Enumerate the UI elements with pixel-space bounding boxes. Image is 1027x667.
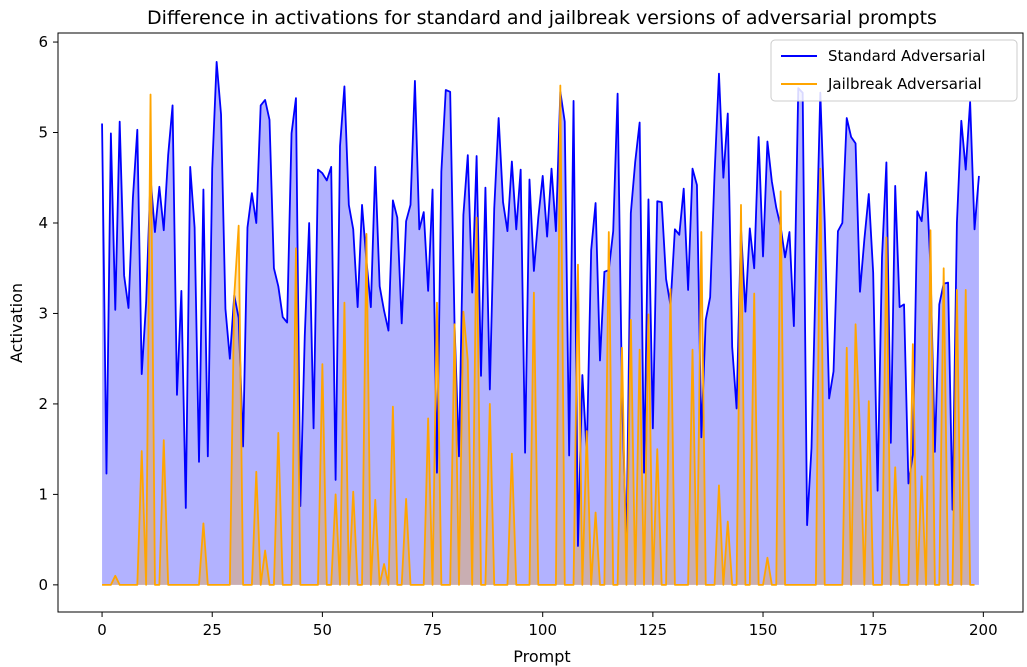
x-tick-label: 25 bbox=[203, 621, 222, 639]
plot-frame bbox=[57, 32, 1024, 613]
plot-area bbox=[101, 61, 980, 586]
series-line-standard-adversarial bbox=[101, 61, 980, 548]
y-tick-label: 1 bbox=[38, 485, 48, 503]
x-tick-label: 150 bbox=[749, 621, 778, 639]
x-tick-label: 175 bbox=[859, 621, 888, 639]
x-axis-title: Prompt bbox=[513, 647, 570, 666]
x-tick-label: 50 bbox=[313, 621, 332, 639]
x-tick-label: 0 bbox=[97, 621, 107, 639]
x-tick-label: 125 bbox=[639, 621, 668, 639]
legend-box bbox=[770, 39, 1018, 102]
legend-label-standard: Standard Adversarial bbox=[828, 47, 986, 65]
y-tick-label: 6 bbox=[38, 33, 48, 51]
legend: Standard Adversarial Jailbreak Adversari… bbox=[770, 39, 1018, 102]
chart-title: Difference in activations for standard a… bbox=[147, 7, 937, 29]
y-tick-label: 5 bbox=[38, 124, 48, 142]
y-tick-label: 2 bbox=[38, 395, 48, 413]
x-tick-label: 75 bbox=[423, 621, 442, 639]
series-line-jailbreak-adversarial bbox=[102, 84, 975, 586]
y-axis-title: Activation bbox=[7, 283, 26, 363]
y-tick-label: 4 bbox=[38, 214, 48, 232]
y-tick-label: 3 bbox=[38, 304, 48, 322]
y-tick-label: 0 bbox=[38, 576, 48, 594]
x-tick-label: 100 bbox=[528, 621, 557, 639]
y-axis: 0 1 2 3 4 5 6 bbox=[38, 33, 58, 594]
x-axis: 0 25 50 75 100 125 150 175 200 bbox=[97, 612, 998, 639]
x-tick-label: 200 bbox=[969, 621, 998, 639]
legend-label-jailbreak: Jailbreak Adversarial bbox=[827, 75, 982, 93]
